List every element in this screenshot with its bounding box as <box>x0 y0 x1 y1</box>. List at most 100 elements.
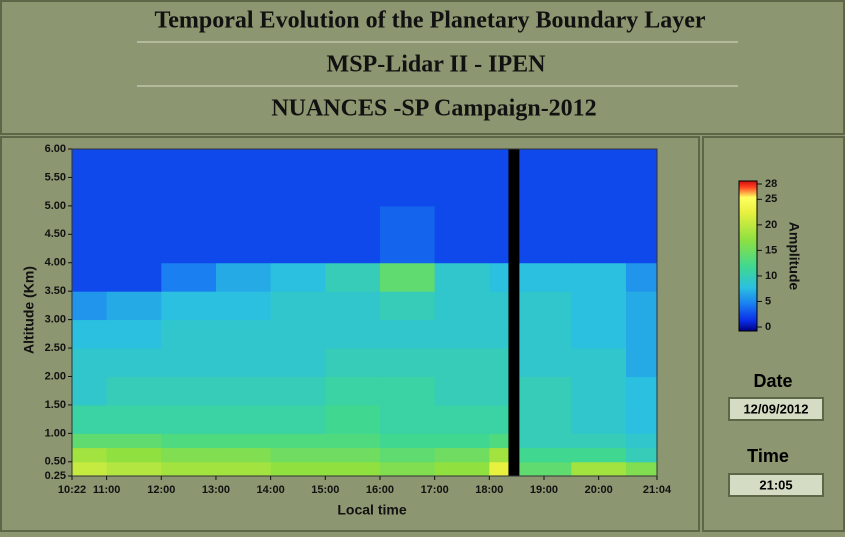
heatmap-cell <box>519 376 572 406</box>
y-tick-label: 0.50 <box>45 456 66 468</box>
y-tick-label: 4.50 <box>45 228 66 240</box>
heatmap-cell <box>215 149 272 207</box>
heatmap-cell <box>379 461 436 477</box>
x-tick-label: 11:00 <box>93 484 121 496</box>
plot-frame <box>71 148 658 477</box>
heatmap-cell <box>72 149 108 207</box>
y-tick-label: 1.50 <box>45 399 66 411</box>
heatmap-cell <box>215 262 272 292</box>
heatmap-cell <box>325 291 381 321</box>
heatmap-cell <box>106 319 162 349</box>
heatmap-cell <box>270 348 326 377</box>
y-tick-label: 5.50 <box>45 171 66 183</box>
heatmap-cell <box>434 262 490 292</box>
heatmap-cell <box>489 461 509 477</box>
heatmap-cell <box>161 205 217 264</box>
heatmap-cell <box>215 205 272 264</box>
heatmap-cell <box>434 348 490 377</box>
y-tick-label: 6.00 <box>45 143 66 155</box>
heatmap-cell <box>519 291 572 321</box>
heatmap-cell <box>270 262 326 292</box>
heatmap-cell <box>626 205 658 264</box>
heatmap-cell <box>270 319 326 349</box>
heatmap-cell <box>379 433 436 449</box>
heatmap-cell <box>508 262 520 292</box>
heatmap-cell <box>106 447 162 463</box>
heatmap-cell <box>489 433 509 449</box>
plot-area <box>72 149 658 477</box>
heatmap-cell <box>215 348 272 377</box>
heatmap-cell <box>571 433 627 449</box>
y-tick-label: 2.50 <box>45 342 66 354</box>
heatmap-cell <box>434 376 490 406</box>
date-label: Date <box>753 371 792 391</box>
heatmap-cell <box>72 433 108 449</box>
x-tick-label: 19:00 <box>530 484 558 496</box>
heatmap-cell <box>508 461 520 477</box>
heatmap-cell <box>626 149 658 207</box>
heatmap-cell <box>508 433 520 449</box>
heatmap-cell <box>519 262 572 292</box>
colorbar-tick-label: 0 <box>765 321 771 333</box>
heatmap-cell <box>270 205 326 264</box>
heatmap-cell <box>325 205 381 264</box>
date-field <box>728 397 824 421</box>
heatmap-cell <box>161 447 217 463</box>
subtitle: MSP-Lidar II - IPEN <box>327 52 547 78</box>
heatmap-cell <box>508 376 520 406</box>
heatmap-cell <box>379 404 436 434</box>
heatmap-cell <box>489 149 509 207</box>
campaign: NUANCES -SP Campaign-2012 <box>271 96 596 122</box>
heatmap-cell <box>325 348 381 377</box>
heatmap-cell <box>434 149 490 207</box>
heatmap-cell <box>215 447 272 463</box>
heatmap-cell <box>508 348 520 377</box>
y-tick-label: 5.00 <box>45 200 66 212</box>
heatmap-cell <box>519 404 572 434</box>
heatmap-cell <box>106 461 162 477</box>
heatmap-cell <box>72 404 108 434</box>
heatmap-cell <box>379 348 436 377</box>
colorbar-tick-label: 28 <box>765 178 777 190</box>
heatmap-cell <box>626 376 658 406</box>
x-tick-label: 14:00 <box>257 484 285 496</box>
heatmap-cell <box>72 376 108 406</box>
heatmap-cell <box>434 447 490 463</box>
heatmap-cell <box>106 262 162 292</box>
heatmap-cell <box>161 376 217 406</box>
heatmap-cell <box>72 461 108 477</box>
heatmap-cell <box>571 205 627 264</box>
heatmap-cell <box>519 433 572 449</box>
heatmap-cell <box>270 376 326 406</box>
heatmap-cell <box>508 205 520 264</box>
heatmap-cell <box>571 447 627 463</box>
y-axis-label: Altitude (Km) <box>21 266 37 354</box>
heatmap-cell <box>325 461 381 477</box>
heatmap-cell <box>379 291 436 321</box>
heatmap-cell <box>626 461 658 477</box>
heatmap-cell <box>215 461 272 477</box>
heatmap-cell <box>270 461 326 477</box>
heatmap-cell <box>519 149 572 207</box>
heatmap-cell <box>489 319 509 349</box>
heatmap-cell <box>519 461 572 477</box>
heatmap-cell <box>508 291 520 321</box>
heatmap-cell <box>508 447 520 463</box>
time-value: 21:05 <box>759 477 792 492</box>
heatmap-cell <box>72 262 108 292</box>
x-tick-label: 21:04 <box>643 484 672 496</box>
heatmap-cell <box>270 404 326 434</box>
y-tick-label: 3.50 <box>45 285 66 297</box>
y-tick-label: 4.00 <box>45 257 66 269</box>
heatmap-cell <box>325 319 381 349</box>
colorbar-tick-label: 10 <box>765 270 777 282</box>
colorbar-label: Amplitude <box>786 222 802 291</box>
x-tick-label: 17:00 <box>421 484 449 496</box>
heatmap-cell <box>489 348 509 377</box>
heatmap-cell <box>325 149 381 207</box>
heatmap-cell <box>215 433 272 449</box>
x-tick-label: 10:22 <box>58 484 86 496</box>
heatmap-cell <box>434 319 490 349</box>
heatmap-cell <box>571 291 627 321</box>
heatmap-cell <box>161 319 217 349</box>
